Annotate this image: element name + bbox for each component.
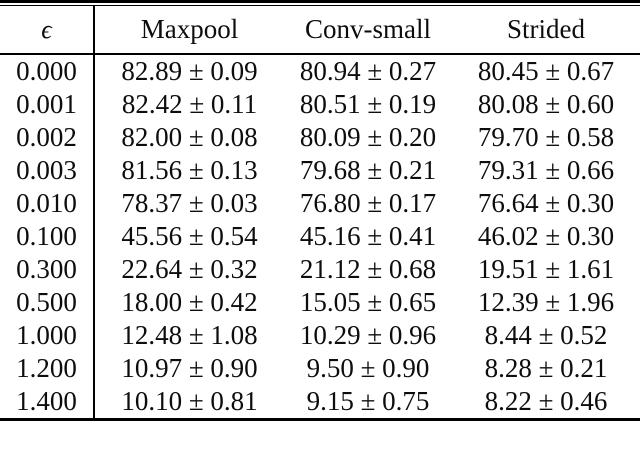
- epsilon-symbol: ϵ: [41, 15, 52, 44]
- epsilon-value: 0.500: [0, 286, 95, 319]
- cell-maxpool: 22.64 ± 0.32: [121, 254, 258, 284]
- cell-maxpool: 81.56 ± 0.13: [121, 155, 258, 185]
- table-row: 0.300 22.64 ± 0.32 21.12 ± 0.68 19.51 ± 1.6…: [0, 253, 640, 286]
- cell-strided: 19.51 ± 1.61: [477, 254, 615, 284]
- column-header-conv-small: Conv-small: [284, 6, 452, 55]
- cell-strided: 79.70 ± 0.58: [477, 122, 615, 152]
- table-row: 1.400 10.10 ± 0.81 9.15 ± 0.75 8.22 ± 0.46: [0, 385, 640, 418]
- column-header-maxpool: Maxpool: [94, 6, 284, 55]
- table-row: 0.003 81.56 ± 0.13 79.68 ± 0.21 79.31 ± 0.6…: [0, 154, 640, 187]
- cell-conv-small: 80.09 ± 0.20: [299, 122, 437, 152]
- paper-results-table-figure: ϵ Maxpool Conv-small Strided 0.000 82.89 …: [0, 0, 640, 421]
- cell-strided: 12.39 ± 1.96: [477, 287, 615, 317]
- cell-maxpool: 82.00 ± 0.08: [121, 122, 258, 152]
- epsilon-value: 1.200: [0, 352, 95, 385]
- column-header-strided: Strided: [452, 6, 640, 55]
- table-row: 1.200 10.97 ± 0.90 9.50 ± 0.90 8.28 ± 0.21: [0, 352, 640, 385]
- cell-strided: 8.28 ± 0.21: [484, 353, 608, 383]
- table-bottom-rule: [0, 418, 640, 421]
- results-table: ϵ Maxpool Conv-small Strided 0.000 82.89 …: [0, 6, 640, 418]
- cell-conv-small: 9.15 ± 0.75: [306, 386, 430, 416]
- epsilon-value: 1.000: [0, 319, 95, 352]
- cell-strided: 46.02 ± 0.30: [477, 221, 615, 251]
- cell-conv-small: 21.12 ± 0.68: [299, 254, 437, 284]
- table-row: 0.001 82.42 ± 0.11 80.51 ± 0.19 80.08 ± 0.6…: [0, 88, 640, 121]
- cell-strided: 8.22 ± 0.46: [484, 386, 608, 416]
- cell-maxpool: 10.10 ± 0.81: [121, 386, 258, 416]
- cell-maxpool: 10.97 ± 0.90: [121, 353, 258, 383]
- cell-maxpool: 45.56 ± 0.54: [121, 221, 258, 251]
- epsilon-value: 0.010: [0, 187, 95, 220]
- cell-strided: 80.08 ± 0.60: [477, 89, 615, 119]
- cell-conv-small: 45.16 ± 0.41: [299, 221, 437, 251]
- cell-maxpool: 78.37 ± 0.03: [121, 188, 258, 218]
- cell-conv-small: 10.29 ± 0.96: [299, 320, 437, 350]
- table-row: 0.500 18.00 ± 0.42 15.05 ± 0.65 12.39 ± 1.9…: [0, 286, 640, 319]
- cell-maxpool: 82.89 ± 0.09: [121, 56, 258, 86]
- cell-strided: 76.64 ± 0.30: [477, 188, 615, 218]
- epsilon-value: 0.100: [0, 220, 95, 253]
- cell-conv-small: 15.05 ± 0.65: [299, 287, 437, 317]
- cell-conv-small: 79.68 ± 0.21: [299, 155, 437, 185]
- table-row: 0.100 45.56 ± 0.54 45.16 ± 0.41 46.02 ± 0.3…: [0, 220, 640, 253]
- cell-maxpool: 18.00 ± 0.42: [121, 287, 258, 317]
- table-row: 0.010 78.37 ± 0.03 76.80 ± 0.17 76.64 ± 0.3…: [0, 187, 640, 220]
- table-body: 0.000 82.89 ± 0.09 80.94 ± 0.27 80.45 ± 0.6…: [0, 54, 640, 418]
- table-top-rule-thick: [0, 0, 640, 3]
- cell-strided: 79.31 ± 0.66: [477, 155, 615, 185]
- cell-strided: 80.45 ± 0.67: [477, 56, 615, 86]
- epsilon-value: 1.400: [0, 385, 95, 418]
- cell-maxpool: 82.42 ± 0.11: [121, 89, 258, 119]
- cell-conv-small: 80.94 ± 0.27: [299, 56, 437, 86]
- table-top-rule-thin: [0, 5, 640, 6]
- cell-strided: 8.44 ± 0.52: [484, 320, 608, 350]
- epsilon-value: 0.002: [0, 121, 95, 154]
- cell-maxpool: 12.48 ± 1.08: [121, 320, 258, 350]
- epsilon-column-header: ϵ: [0, 6, 95, 55]
- table-row: 0.002 82.00 ± 0.08 80.09 ± 0.20 79.70 ± 0.5…: [0, 121, 640, 154]
- epsilon-value: 0.001: [0, 88, 95, 121]
- epsilon-value: 0.000: [0, 54, 95, 88]
- epsilon-value: 0.003: [0, 154, 95, 187]
- header-row: ϵ Maxpool Conv-small Strided: [0, 6, 640, 55]
- epsilon-value: 0.300: [0, 253, 95, 286]
- cell-conv-small: 9.50 ± 0.90: [306, 353, 430, 383]
- cell-conv-small: 76.80 ± 0.17: [299, 188, 437, 218]
- table-row: 0.000 82.89 ± 0.09 80.94 ± 0.27 80.45 ± 0.6…: [0, 54, 640, 88]
- cell-conv-small: 80.51 ± 0.19: [299, 89, 437, 119]
- table-row: 1.000 12.48 ± 1.08 10.29 ± 0.96 8.44 ± 0.52: [0, 319, 640, 352]
